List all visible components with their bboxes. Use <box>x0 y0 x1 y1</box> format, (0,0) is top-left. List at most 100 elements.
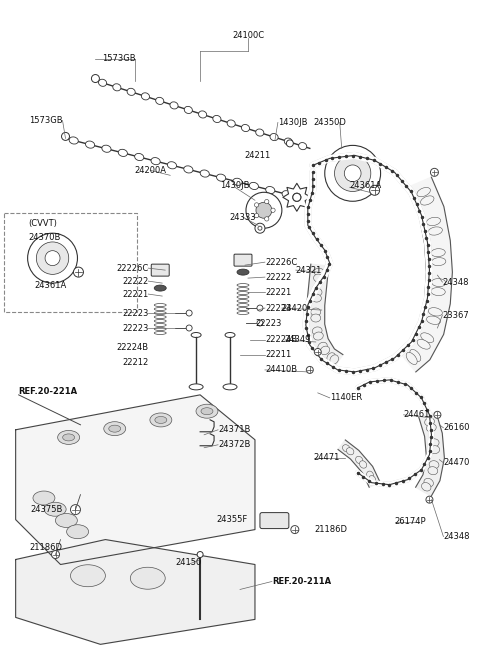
Text: 24410B: 24410B <box>265 366 297 374</box>
Text: 1140ER: 1140ER <box>330 393 362 403</box>
Ellipse shape <box>432 278 446 287</box>
Text: 22223: 22223 <box>265 303 291 313</box>
Ellipse shape <box>318 342 327 351</box>
Ellipse shape <box>130 567 165 589</box>
Ellipse shape <box>85 141 95 148</box>
Circle shape <box>255 223 265 233</box>
Ellipse shape <box>299 143 307 149</box>
Ellipse shape <box>431 249 445 256</box>
Ellipse shape <box>225 332 235 338</box>
Ellipse shape <box>343 445 350 452</box>
Circle shape <box>291 525 299 533</box>
Text: 22212: 22212 <box>122 358 148 368</box>
Text: 24370B: 24370B <box>29 233 61 242</box>
Ellipse shape <box>113 84 121 91</box>
Ellipse shape <box>170 102 178 109</box>
Text: 24361A: 24361A <box>35 281 67 290</box>
Ellipse shape <box>427 217 441 225</box>
Ellipse shape <box>196 405 218 418</box>
Text: 24375B: 24375B <box>30 505 62 514</box>
Text: 1430JB: 1430JB <box>278 118 307 127</box>
Ellipse shape <box>356 456 363 463</box>
Text: 22226C: 22226C <box>265 258 297 266</box>
Ellipse shape <box>367 471 373 479</box>
Circle shape <box>257 305 263 311</box>
Circle shape <box>344 165 361 182</box>
Circle shape <box>28 233 77 283</box>
Ellipse shape <box>71 564 106 587</box>
Ellipse shape <box>189 384 203 390</box>
Ellipse shape <box>327 353 336 362</box>
Ellipse shape <box>311 314 321 322</box>
Polygon shape <box>16 395 255 564</box>
Text: 24200A: 24200A <box>134 166 166 175</box>
Ellipse shape <box>154 311 166 315</box>
Ellipse shape <box>249 182 258 190</box>
Circle shape <box>257 320 263 326</box>
Ellipse shape <box>154 303 166 307</box>
Circle shape <box>293 193 301 201</box>
Text: 24150: 24150 <box>175 558 201 567</box>
Text: 1430JB: 1430JB <box>220 181 250 190</box>
Circle shape <box>61 132 70 140</box>
Ellipse shape <box>201 408 213 414</box>
Ellipse shape <box>282 190 291 198</box>
Text: 22221: 22221 <box>265 288 291 297</box>
Text: 24349: 24349 <box>285 336 311 344</box>
Ellipse shape <box>150 413 172 427</box>
Circle shape <box>254 203 259 207</box>
FancyBboxPatch shape <box>4 214 137 312</box>
Text: 22224B: 22224B <box>116 344 148 352</box>
Polygon shape <box>416 412 444 496</box>
Ellipse shape <box>237 299 249 303</box>
Ellipse shape <box>154 315 166 319</box>
Ellipse shape <box>151 157 160 165</box>
Text: 21186D: 21186D <box>29 543 62 552</box>
Text: 24321: 24321 <box>296 266 322 274</box>
Text: 24211: 24211 <box>245 151 271 160</box>
Text: 24355F: 24355F <box>216 515 248 524</box>
Ellipse shape <box>311 308 321 316</box>
Ellipse shape <box>69 137 78 144</box>
Circle shape <box>293 193 301 202</box>
Circle shape <box>51 551 60 559</box>
Ellipse shape <box>347 447 354 455</box>
FancyBboxPatch shape <box>260 513 289 529</box>
Ellipse shape <box>237 269 249 275</box>
Ellipse shape <box>33 491 55 505</box>
Circle shape <box>36 242 69 274</box>
Ellipse shape <box>430 446 440 453</box>
Ellipse shape <box>421 483 431 491</box>
Ellipse shape <box>284 138 292 145</box>
Ellipse shape <box>237 307 249 311</box>
Circle shape <box>246 192 282 228</box>
Ellipse shape <box>184 106 192 114</box>
Circle shape <box>258 226 262 230</box>
Ellipse shape <box>330 355 338 364</box>
Ellipse shape <box>154 285 166 291</box>
Ellipse shape <box>427 316 441 325</box>
Circle shape <box>335 155 371 192</box>
Ellipse shape <box>429 461 439 469</box>
Ellipse shape <box>270 134 278 141</box>
Text: REF.20-211A: REF.20-211A <box>272 577 331 586</box>
Text: 21186D: 21186D <box>315 525 348 534</box>
Ellipse shape <box>410 350 421 362</box>
Circle shape <box>431 169 438 176</box>
Ellipse shape <box>313 274 324 282</box>
Polygon shape <box>16 539 255 644</box>
Circle shape <box>325 145 381 201</box>
Text: 22222: 22222 <box>122 276 148 286</box>
Ellipse shape <box>213 116 221 122</box>
Circle shape <box>254 214 259 217</box>
Ellipse shape <box>312 327 322 335</box>
Ellipse shape <box>369 475 375 483</box>
Ellipse shape <box>142 93 149 100</box>
Ellipse shape <box>424 479 433 486</box>
Circle shape <box>73 267 84 277</box>
Ellipse shape <box>237 288 249 291</box>
Text: 24333: 24333 <box>229 213 256 221</box>
Text: 23367: 23367 <box>443 311 469 319</box>
Ellipse shape <box>98 79 107 87</box>
Text: 24100C: 24100C <box>232 31 264 40</box>
